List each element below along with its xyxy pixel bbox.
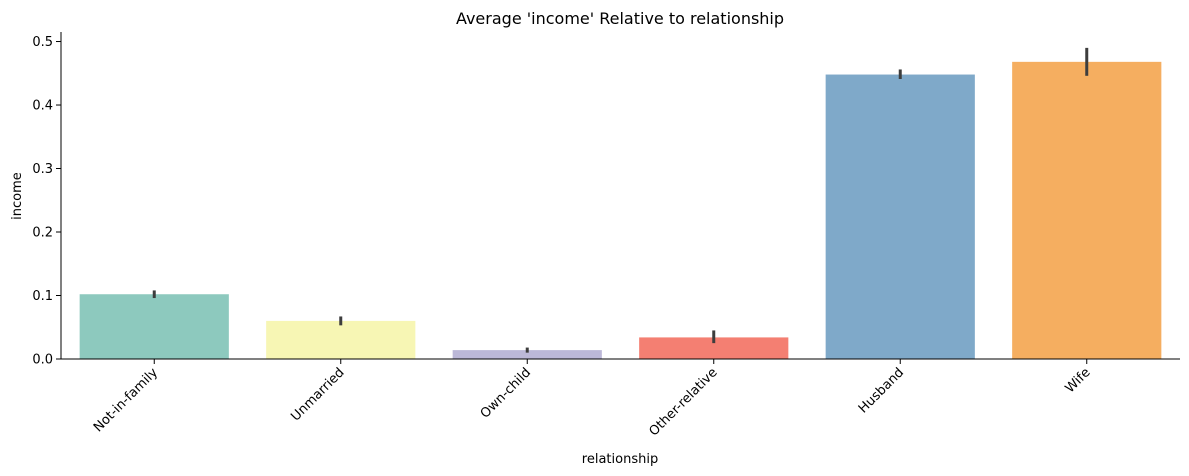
bar-husband bbox=[825, 74, 975, 359]
y-tick-label: 0.0 bbox=[32, 353, 53, 368]
y-tick-label: 0.2 bbox=[32, 226, 53, 241]
error-bars-group bbox=[152, 47, 1089, 353]
x-tick-label: Own-child bbox=[478, 365, 534, 421]
y-tick-label: 0.4 bbox=[32, 99, 53, 114]
y-tick-label: 0.1 bbox=[32, 289, 53, 304]
y-tick-label: 0.5 bbox=[32, 35, 53, 50]
x-tick-label: Unmarried bbox=[288, 365, 347, 424]
x-tick-label: Not-in-family bbox=[91, 365, 161, 435]
bar-own-child bbox=[452, 350, 602, 359]
y-axis: 0.0 0.1 0.2 0.3 0.4 0.5 bbox=[32, 35, 61, 368]
x-tick-label: Other-relative bbox=[646, 365, 720, 439]
bar-not-in-family bbox=[79, 294, 229, 359]
y-axis-label: income bbox=[10, 172, 25, 220]
y-tick-label: 0.3 bbox=[32, 162, 53, 177]
x-axis: Not-in-family Unmarried Own-child Other-rel… bbox=[91, 359, 1094, 439]
x-tick-label: Husband bbox=[856, 365, 907, 416]
bar-unmarried bbox=[266, 320, 416, 359]
chart-title: Average 'income' Relative to relationshi… bbox=[456, 9, 784, 28]
bars-group bbox=[79, 61, 1162, 360]
bar-other-relative bbox=[639, 337, 789, 359]
x-axis-label: relationship bbox=[582, 452, 658, 467]
x-tick-label: Wife bbox=[1063, 365, 1094, 396]
bar-wife bbox=[1012, 61, 1162, 360]
